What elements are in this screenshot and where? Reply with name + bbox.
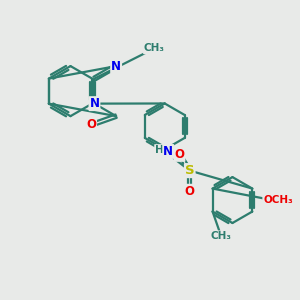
Text: O: O (86, 118, 96, 131)
Text: N: N (111, 60, 121, 73)
Text: S: S (185, 164, 195, 177)
Text: CH₃: CH₃ (144, 44, 165, 53)
Text: O: O (185, 185, 195, 198)
Text: H: H (155, 145, 164, 155)
Text: OCH₃: OCH₃ (263, 195, 293, 205)
Text: N: N (89, 97, 100, 110)
Text: N: N (163, 145, 173, 158)
Text: CH₃: CH₃ (210, 231, 231, 241)
Text: O: O (174, 148, 184, 161)
